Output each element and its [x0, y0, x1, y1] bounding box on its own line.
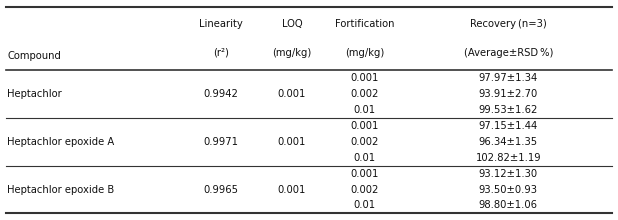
- Text: Linearity: Linearity: [199, 19, 243, 29]
- Text: 0.01: 0.01: [353, 153, 376, 163]
- Text: 0.002: 0.002: [350, 89, 379, 99]
- Text: 96.34±1.35: 96.34±1.35: [479, 137, 538, 147]
- Text: 102.82±1.19: 102.82±1.19: [475, 153, 541, 163]
- Text: 0.9942: 0.9942: [203, 89, 239, 99]
- Text: (Average±RSD %): (Average±RSD %): [464, 48, 553, 58]
- Text: 0.001: 0.001: [350, 169, 379, 179]
- Text: 93.50±0.93: 93.50±0.93: [479, 185, 538, 194]
- Text: 97.97±1.34: 97.97±1.34: [479, 73, 538, 83]
- Text: 0.001: 0.001: [350, 121, 379, 131]
- Text: 98.80±1.06: 98.80±1.06: [479, 200, 538, 211]
- Text: 93.91±2.70: 93.91±2.70: [479, 89, 538, 99]
- Text: 0.002: 0.002: [350, 137, 379, 147]
- Text: Recovery (n=3): Recovery (n=3): [470, 19, 547, 29]
- Text: Heptachlor epoxide A: Heptachlor epoxide A: [7, 137, 115, 147]
- Text: 0.001: 0.001: [350, 73, 379, 83]
- Text: Heptachlor epoxide B: Heptachlor epoxide B: [7, 185, 115, 194]
- Text: 0.9965: 0.9965: [203, 185, 239, 194]
- Text: 97.15±1.44: 97.15±1.44: [479, 121, 538, 131]
- Text: (mg/kg): (mg/kg): [273, 48, 311, 58]
- Text: 0.001: 0.001: [278, 185, 306, 194]
- Text: Fortification: Fortification: [335, 19, 394, 29]
- Text: 0.9971: 0.9971: [203, 137, 239, 147]
- Text: 0.001: 0.001: [278, 89, 306, 99]
- Text: 99.53±1.62: 99.53±1.62: [478, 105, 538, 115]
- Text: 93.12±1.30: 93.12±1.30: [479, 169, 538, 179]
- Text: 0.001: 0.001: [278, 137, 306, 147]
- Text: (mg/kg): (mg/kg): [345, 48, 384, 58]
- Text: 0.01: 0.01: [353, 105, 376, 115]
- Text: Compound: Compound: [7, 51, 61, 61]
- Text: Heptachlor: Heptachlor: [7, 89, 62, 99]
- Text: LOQ: LOQ: [282, 19, 302, 29]
- Text: 0.002: 0.002: [350, 185, 379, 194]
- Text: 0.01: 0.01: [353, 200, 376, 211]
- Text: (r²): (r²): [213, 48, 229, 58]
